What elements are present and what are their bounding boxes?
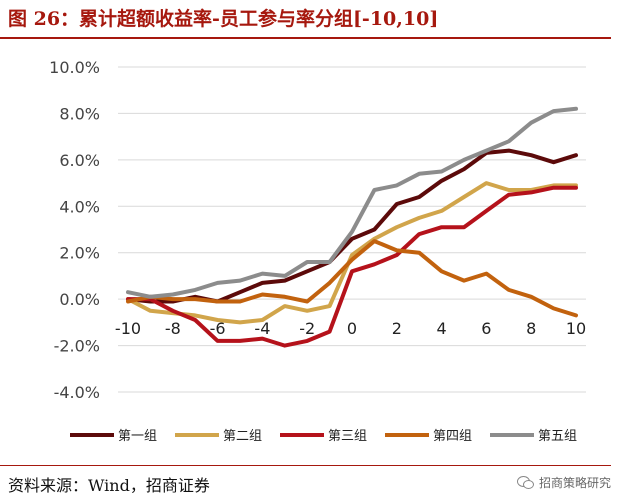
- x-tick-label: -4: [254, 319, 270, 338]
- watermark: 招商策略研究: [516, 474, 611, 491]
- y-tick-label: 6.0%: [59, 151, 100, 170]
- legend-label: 第三组: [328, 429, 367, 444]
- series-line-1: [126, 148, 578, 304]
- title-divider: [0, 37, 611, 39]
- x-tick-label: -6: [210, 319, 226, 338]
- x-tick-label: 4: [437, 319, 447, 338]
- footer-divider: [0, 465, 611, 466]
- chart-title: 图 26：累计超额收益率-员工参与率分组[-10,10]: [8, 8, 439, 30]
- y-tick-label: 8.0%: [59, 104, 100, 123]
- line-chart: -4.0%-2.0%0.0%2.0%4.0%6.0%8.0%10.0% -10-…: [49, 58, 586, 444]
- y-axis-ticks: -4.0% -2.0% 0.0% 2.0% 4.0% 6.0% 8.0% 10.0%: [49, 58, 100, 402]
- series-line-4: [126, 239, 578, 318]
- wechat-icon: [516, 475, 535, 490]
- legend-label: 第一组: [118, 429, 157, 444]
- series-lines: [126, 106, 578, 348]
- watermark-text: 招商策略研究: [538, 476, 611, 490]
- x-axis-ticks: -10 -8 -6 -4 -2 0 2 4 6 8 10: [115, 319, 586, 338]
- x-tick-label: 6: [481, 319, 491, 338]
- y-tick-label: 0.0%: [59, 290, 100, 309]
- x-tick-label: 2: [392, 319, 402, 338]
- legend-label: 第五组: [538, 429, 577, 444]
- source-note: 资料来源：Wind，招商证券: [8, 476, 210, 495]
- series-line-5: [126, 106, 578, 299]
- series-line-2: [126, 181, 578, 325]
- legend-label: 第二组: [223, 429, 262, 444]
- x-tick-label: 0: [347, 319, 357, 338]
- y-tick-label: 2.0%: [59, 244, 100, 263]
- series-line-3: [126, 185, 578, 348]
- x-tick-label: -2: [299, 319, 315, 338]
- y-tick-label: 4.0%: [59, 197, 100, 216]
- y-tick-label: 10.0%: [49, 58, 100, 77]
- y-tick-label: -2.0%: [54, 337, 100, 356]
- legend: 第一组 第二组 第三组 第四组 第五组: [70, 429, 577, 444]
- legend-label: 第四组: [433, 429, 472, 444]
- x-tick-label: -8: [165, 319, 181, 338]
- y-tick-label: -4.0%: [54, 383, 100, 402]
- x-tick-label: 10: [566, 319, 586, 338]
- x-tick-label: -10: [115, 319, 141, 338]
- x-tick-label: 8: [526, 319, 536, 338]
